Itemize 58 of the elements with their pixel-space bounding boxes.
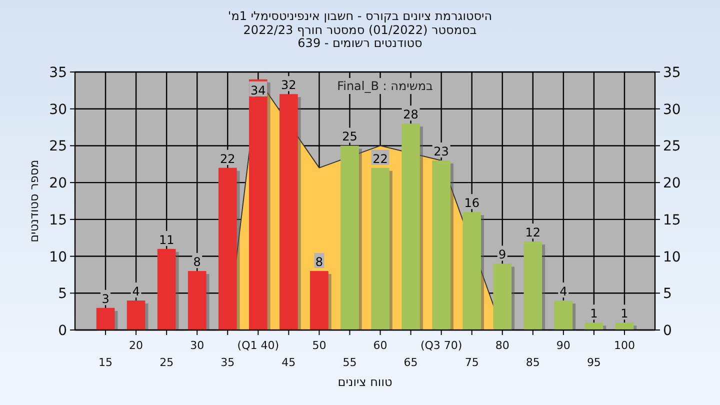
y2-tick-label: 10 (663, 249, 681, 266)
y-tick-label: 0 (58, 323, 67, 339)
y-tick-label: 15 (49, 212, 67, 228)
data-label: 34 (250, 83, 266, 98)
data-label: 4 (132, 284, 140, 299)
text: בסמסטר (01/2022) סמסטר חורף 2022/23 (243, 23, 477, 37)
x-tick-label: 85 (526, 356, 540, 369)
y2-tick-label: 5 (663, 286, 672, 302)
data-label: 23 (434, 144, 449, 158)
x-axis-title: טווח ציונים (338, 375, 392, 389)
data-label: 12 (525, 226, 541, 240)
x-tick-label: 35 (220, 356, 235, 369)
y-tick-label: 35 (49, 65, 67, 81)
data-label: 3 (102, 292, 110, 306)
annotation: במשימה : Final_B (337, 79, 433, 93)
x-tick-label: 100 (614, 339, 635, 352)
y2-tick-label: 35 (663, 65, 681, 81)
data-label: 8 (315, 255, 324, 270)
x-tick-label: 15 (98, 356, 113, 369)
data-label: 1 (590, 306, 598, 321)
data-label: 22 (372, 152, 388, 166)
x-tick-label: 90 (556, 339, 570, 352)
x-tick-label: 95 (586, 356, 601, 369)
y-tick-label: 5 (58, 286, 67, 302)
data-label: 22 (220, 152, 236, 166)
y2-tick-label: 30 (663, 102, 681, 118)
data-label: 4 (560, 284, 568, 299)
x-tick-label: 30 (190, 339, 204, 352)
x-tick-label: 50 (312, 339, 326, 352)
data-label: 28 (403, 108, 418, 122)
data-label: 1 (620, 306, 628, 321)
y2-tick-label: 25 (663, 138, 681, 155)
x-tick-label: 20 (129, 339, 144, 352)
chart-title: היסטוגרמת ציונים בקורס - חשבון אינפיניטסימלי 1מ' (228, 9, 492, 23)
x-tick-label: 65 (404, 356, 418, 369)
y2-tick-label: 0 (663, 323, 672, 339)
y-tick-label: 30 (49, 102, 67, 118)
data-label: 25 (342, 130, 358, 144)
y-axis-title: מספר סטודנטים (27, 160, 41, 242)
x-tick-label: 75 (464, 356, 479, 369)
x-tick-label: 55 (342, 356, 357, 369)
y-tick-label: 25 (49, 138, 67, 155)
y-tick-label: 10 (49, 249, 67, 266)
x-tick-label: 25 (160, 356, 174, 369)
data-label: 11 (158, 232, 174, 247)
x-tick-label: (Q1 40) (237, 339, 280, 352)
y-tick-label: 20 (49, 176, 67, 192)
y2-tick-label: 20 (663, 176, 681, 192)
x-tick-label: 45 (282, 356, 296, 369)
data-label: 32 (281, 78, 296, 92)
data-label: 8 (193, 255, 201, 270)
x-tick-label: 80 (495, 339, 510, 352)
x-tick-label: (Q3 70) (420, 339, 462, 352)
y2-tick-label: 15 (663, 212, 681, 228)
x-tick-label: 60 (373, 339, 388, 352)
data-label: 16 (464, 196, 480, 210)
text: סטודנטים רשומים - 639 (298, 36, 422, 50)
data-label: 9 (498, 248, 506, 262)
